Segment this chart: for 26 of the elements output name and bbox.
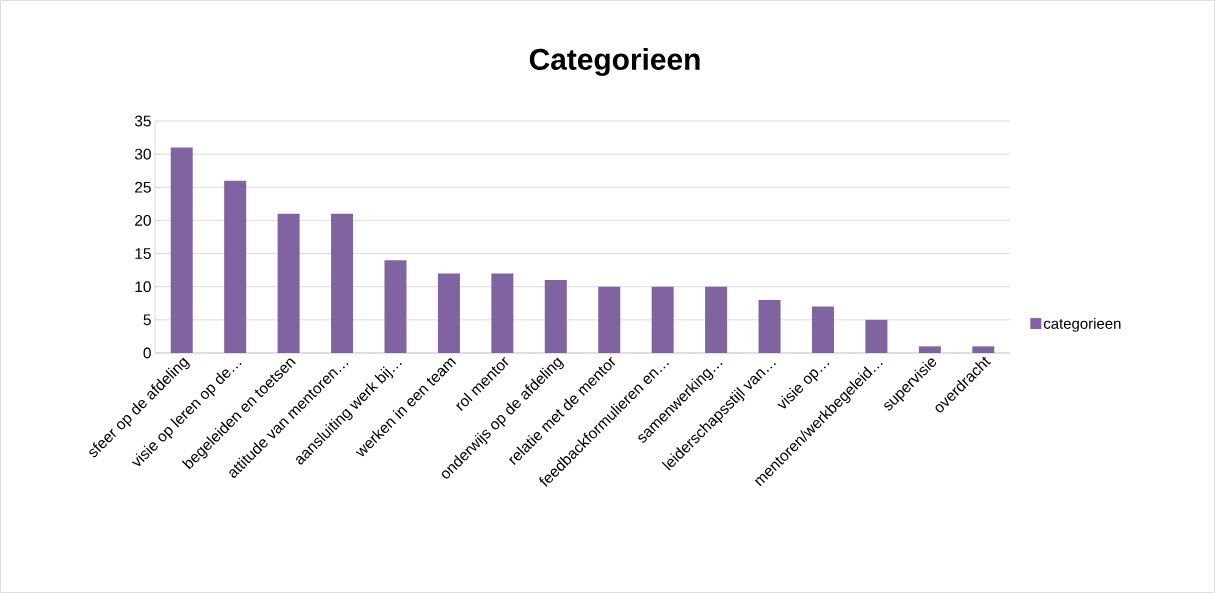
bar [651, 286, 674, 353]
legend-label: categorieen [1043, 317, 1121, 332]
chart-title: Categorieen [529, 47, 700, 76]
y-tick-label: 15 [135, 248, 151, 259]
y-tick-label: 5 [143, 314, 151, 326]
bar [170, 147, 193, 353]
y-tick-label: 0 [143, 347, 151, 359]
bar [918, 346, 941, 353]
bar [491, 273, 514, 353]
bar [331, 213, 354, 353]
bar [972, 346, 995, 353]
y-tick-label: 25 [135, 181, 151, 193]
y-tick-label: 10 [135, 281, 151, 293]
bar [277, 213, 300, 353]
y-tick-label: 30 [134, 148, 151, 160]
bar [705, 286, 728, 353]
bar [865, 319, 888, 353]
bar [758, 299, 781, 353]
bar [544, 280, 567, 353]
bar [224, 180, 247, 353]
bar [598, 286, 621, 353]
bar [384, 260, 407, 353]
bar [811, 306, 834, 353]
y-tick-label: 35 [134, 115, 151, 127]
y-tick-label: 20 [135, 214, 151, 226]
bar [437, 273, 460, 353]
